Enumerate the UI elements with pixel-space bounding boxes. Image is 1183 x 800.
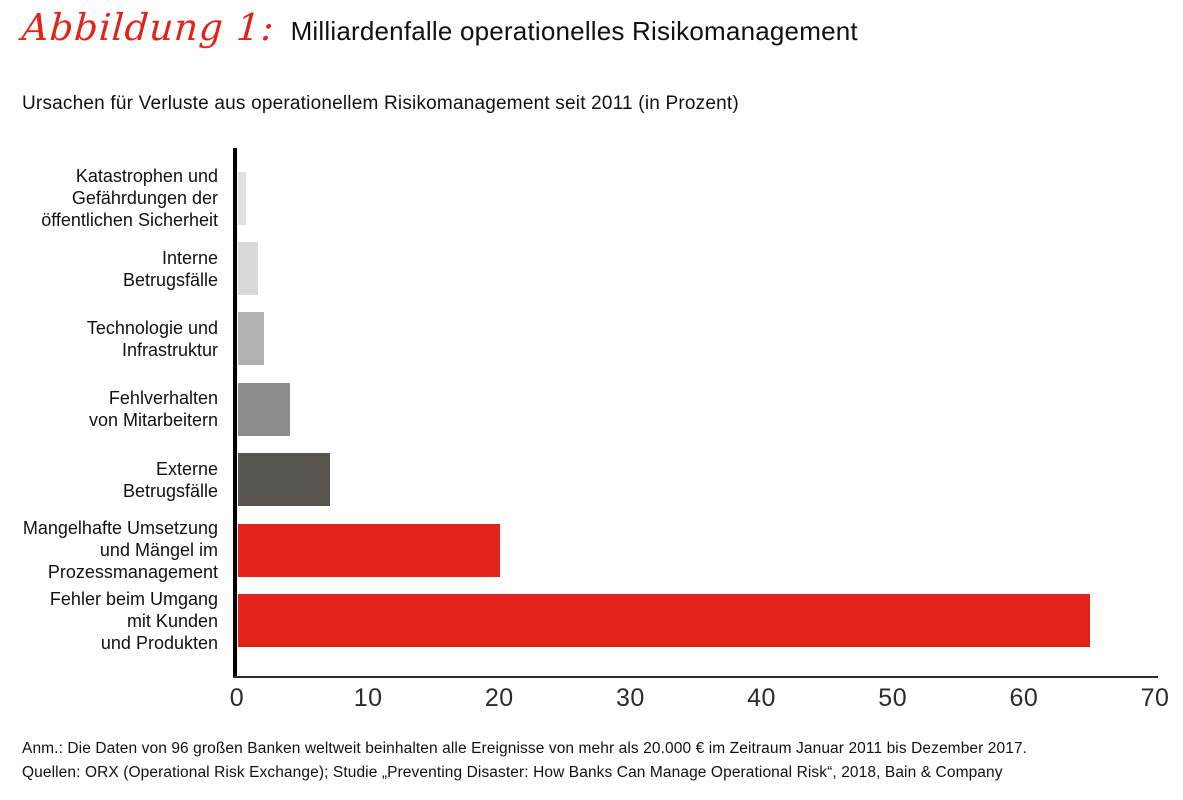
bar bbox=[238, 171, 246, 225]
bar-chart: Katastrophen und Gefährdungen der öffent… bbox=[0, 148, 1183, 728]
x-axis-tick-labels: 0 10 20 30 40 50 60 70 bbox=[0, 684, 1183, 718]
category-label: Mangelhafte Umsetzung und Mängel im Proz… bbox=[22, 518, 218, 583]
chart-row: Interne Betrugsfälle bbox=[0, 233, 1183, 303]
x-tick-label: 70 bbox=[1140, 684, 1170, 712]
category-label: Katastrophen und Gefährdungen der öffent… bbox=[41, 166, 218, 231]
x-tick-label: 10 bbox=[353, 684, 383, 712]
chart-row: Katastrophen und Gefährdungen der öffent… bbox=[0, 163, 1183, 233]
x-tick-label: 30 bbox=[616, 684, 645, 712]
category-label: Fehler beim Umgang mit Kunden und Produk… bbox=[49, 588, 218, 653]
chart-row: Fehler beim Umgang mit Kunden und Produk… bbox=[0, 585, 1183, 655]
category-label: Fehlverhalten von Mitarbeitern bbox=[88, 388, 218, 431]
footnote: Anm.: Die Daten von 96 großen Banken wel… bbox=[22, 740, 1028, 757]
chart-subtitle: Ursachen für Verluste aus operationellem… bbox=[22, 93, 739, 114]
bar bbox=[238, 242, 258, 296]
chart-rows: Katastrophen und Gefährdungen der öffent… bbox=[0, 163, 1183, 656]
figure-footer: Anm.: Die Daten von 96 großen Banken wel… bbox=[22, 737, 1027, 785]
chart-row: Fehlverhalten von Mitarbeitern bbox=[0, 374, 1183, 444]
y-axis-line bbox=[233, 148, 237, 678]
bar-track bbox=[238, 312, 1183, 366]
x-tick-label: 50 bbox=[878, 684, 908, 712]
x-tick-label: 40 bbox=[747, 684, 776, 712]
x-tick-label: 60 bbox=[1009, 684, 1039, 712]
chart-title: Milliardenfalle operationelles Risikoman… bbox=[290, 16, 858, 46]
bar bbox=[238, 594, 1091, 648]
category-label: Technologie und Infrastruktur bbox=[86, 317, 218, 360]
bar-track bbox=[238, 453, 1183, 507]
bar-track bbox=[238, 242, 1183, 296]
bar bbox=[238, 312, 265, 366]
bar-track bbox=[238, 594, 1183, 648]
x-tick-label: 20 bbox=[484, 684, 514, 712]
bar-track bbox=[238, 523, 1183, 577]
x-axis-baseline bbox=[233, 676, 1158, 678]
figure-label: Abbildung 1: bbox=[20, 6, 277, 49]
bar bbox=[238, 523, 501, 577]
chart-row: Technologie und Infrastruktur bbox=[0, 304, 1183, 374]
figure-header: Abbildung 1: Milliardenfalle operationel… bbox=[20, 6, 858, 49]
category-label: Interne Betrugsfälle bbox=[122, 247, 218, 290]
bar-track bbox=[238, 382, 1183, 436]
chart-row: Mangelhafte Umsetzung und Mängel im Proz… bbox=[0, 515, 1183, 585]
chart-row: Externe Betrugsfälle bbox=[0, 445, 1183, 515]
bar bbox=[238, 453, 330, 507]
category-label: Externe Betrugsfälle bbox=[122, 458, 218, 501]
bar-track bbox=[238, 171, 1183, 225]
bar bbox=[238, 382, 291, 436]
source-note: Quellen: ORX (Operational Risk Exchange)… bbox=[22, 764, 1003, 781]
x-tick-label: 0 bbox=[229, 684, 245, 712]
